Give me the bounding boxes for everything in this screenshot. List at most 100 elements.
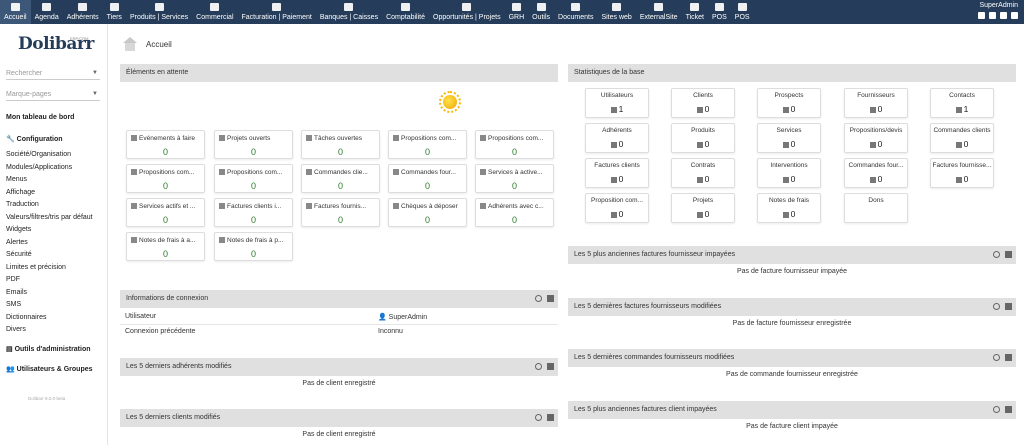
print-icon[interactable] xyxy=(1000,12,1007,19)
close-icon[interactable] xyxy=(1005,406,1012,413)
bookmark-icon[interactable] xyxy=(989,12,996,19)
menu-documents[interactable]: Documents xyxy=(554,0,597,24)
search-select[interactable]: Rechercher ▼ xyxy=(6,67,100,80)
close-icon[interactable] xyxy=(1005,251,1012,258)
stat-box[interactable]: Fournisseurs 0 xyxy=(844,88,908,118)
sidebar-item-traduction[interactable]: Traduction xyxy=(6,201,39,208)
sidebar-item-divers[interactable]: Divers xyxy=(6,326,26,333)
menu-comptabilite[interactable]: Comptabilité xyxy=(382,0,429,24)
stat-box[interactable]: Clients 0 xyxy=(671,88,735,118)
pending-box[interactable]: Propositions com... 0 xyxy=(388,130,467,159)
login-user-value[interactable]: 👤 SuperAdmin xyxy=(378,314,428,321)
menu-agenda[interactable]: Agenda xyxy=(31,0,63,24)
stat-box[interactable]: Interventions 0 xyxy=(757,158,821,188)
stat-box[interactable]: Proposition com... 0 xyxy=(585,193,649,223)
menu-facturation[interactable]: Facturation | Paiement xyxy=(238,0,316,24)
move-icon[interactable] xyxy=(535,363,542,370)
sidebar-item-emails[interactable]: Emails xyxy=(6,288,28,296)
sidebar-item-sms[interactable]: SMS xyxy=(6,301,22,308)
home-icon[interactable] xyxy=(978,12,985,19)
stat-box[interactable]: Produits 0 xyxy=(671,123,735,153)
menu-pos-2[interactable]: POS xyxy=(731,0,754,24)
stat-box[interactable]: Propositions/devis 0 xyxy=(844,123,908,153)
box-label: Tâches ouvertes xyxy=(314,135,363,142)
menu-externalsite[interactable]: ExternalSite xyxy=(636,0,682,24)
stat-box[interactable]: Utilisateurs 1 xyxy=(585,88,649,118)
menu-outils[interactable]: Outils xyxy=(528,0,554,24)
bookmarks-select[interactable]: Marque-pages ▼ xyxy=(6,88,100,101)
user-name[interactable]: SuperAdmin xyxy=(979,2,1018,9)
stat-box[interactable]: Notes de frais 0 xyxy=(757,193,821,223)
move-icon[interactable] xyxy=(993,406,1000,413)
close-icon[interactable] xyxy=(1005,303,1012,310)
close-icon[interactable] xyxy=(1005,354,1012,361)
pending-box[interactable]: Tâches ouvertes 0 xyxy=(301,130,380,159)
move-icon[interactable] xyxy=(535,414,542,421)
sidebar-item-widgets[interactable]: Widgets xyxy=(6,226,32,233)
sidebar-item-pdf[interactable]: PDF xyxy=(6,276,20,283)
stat-box[interactable]: Factures clients 0 xyxy=(585,158,649,188)
configuration-link[interactable]: 🔧 Configuration xyxy=(6,136,63,143)
close-icon[interactable] xyxy=(547,295,554,302)
pending-box[interactable]: Propositions com... 0 xyxy=(126,164,205,193)
stat-box[interactable]: Commandes clients 0 xyxy=(930,123,994,153)
close-icon[interactable] xyxy=(547,363,554,370)
close-icon[interactable] xyxy=(547,414,554,421)
sidebar-item-limites[interactable]: Limites et précision xyxy=(6,263,66,271)
stat-box[interactable]: Adhérents 0 xyxy=(585,123,649,153)
stat-box[interactable]: Projets 0 xyxy=(671,193,735,223)
logo[interactable]: Dolibarr xyxy=(18,34,94,54)
logout-icon[interactable] xyxy=(1011,12,1018,19)
menu-tiers[interactable]: Tiers xyxy=(103,0,126,24)
pending-box[interactable]: Services actifs et ... 0 xyxy=(126,198,205,227)
move-icon[interactable] xyxy=(535,295,542,302)
move-icon[interactable] xyxy=(993,303,1000,310)
pending-box[interactable]: Projets ouverts 0 xyxy=(214,130,293,159)
stat-box[interactable]: Contacts 1 xyxy=(930,88,994,118)
move-icon[interactable] xyxy=(993,251,1000,258)
sidebar-item-alertes[interactable]: Alertes xyxy=(6,238,28,246)
sidebar-item-dictionnaires[interactable]: Dictionnaires xyxy=(6,313,47,321)
menu-accueil[interactable]: Accueil xyxy=(0,0,31,24)
menu-produits[interactable]: Produits | Services xyxy=(126,0,192,24)
menu-adherents[interactable]: Adhérents xyxy=(63,0,103,24)
pending-box[interactable]: Factures fournis... 0 xyxy=(301,198,380,227)
pending-box[interactable]: Notes de frais à p... 0 xyxy=(214,232,293,261)
stat-box[interactable]: Commandes four... 0 xyxy=(844,158,908,188)
my-dashboard-link[interactable]: Mon tableau de bord xyxy=(6,114,75,121)
sidebar-item-affichage[interactable]: Affichage xyxy=(6,188,36,196)
pending-box[interactable]: Adhérents avec c... 0 xyxy=(475,198,554,227)
pending-box[interactable]: Factures clients i... 0 xyxy=(214,198,293,227)
pending-box[interactable]: Événements à faire 0 xyxy=(126,130,205,159)
menu-commercial[interactable]: Commercial xyxy=(192,0,237,24)
menu-banques[interactable]: Banques | Caisses xyxy=(316,0,382,24)
menu-ticket[interactable]: Ticket xyxy=(682,0,708,24)
menu-grh[interactable]: GRH xyxy=(505,0,529,24)
stat-box[interactable]: Dons xyxy=(844,193,908,223)
users-groups-link[interactable]: 👥 Utilisateurs & Groupes xyxy=(6,366,93,373)
user-link[interactable]: SuperAdmin xyxy=(388,314,428,321)
move-icon[interactable] xyxy=(993,354,1000,361)
admin-tools-link[interactable]: ▤ Outils d'administration xyxy=(6,346,91,353)
sidebar-item-securite[interactable]: Sécurité xyxy=(6,251,32,258)
pending-box[interactable]: Propositions com... 0 xyxy=(475,130,554,159)
stat-value: 0 xyxy=(790,139,796,149)
pending-box[interactable]: Commandes clie... 0 xyxy=(301,164,380,193)
sidebar-item-modules[interactable]: Modules/Applications xyxy=(6,163,73,171)
stat-box[interactable]: Factures fournisse... 0 xyxy=(930,158,994,188)
box-label: Propositions com... xyxy=(139,169,195,176)
menu-sites-web[interactable]: Sites web xyxy=(597,0,635,24)
sidebar-item-menus[interactable]: Menus xyxy=(6,176,28,183)
stat-box[interactable]: Contrats 0 xyxy=(671,158,735,188)
sidebar-item-valeurs[interactable]: Valeurs/filtres/tris par défaut xyxy=(6,213,93,221)
pending-box[interactable]: Services à active... 0 xyxy=(475,164,554,193)
pending-box[interactable]: Propositions com... 0 xyxy=(214,164,293,193)
pending-box[interactable]: Chèques à déposer 0 xyxy=(388,198,467,227)
sidebar-item-societe[interactable]: Société/Organisation xyxy=(6,151,71,158)
pending-box[interactable]: Notes de frais à a... 0 xyxy=(126,232,205,261)
stat-box[interactable]: Prospects 0 xyxy=(757,88,821,118)
menu-pos-1[interactable]: POS xyxy=(708,0,731,24)
menu-projets[interactable]: Opportunités | Projets xyxy=(429,0,505,24)
stat-box[interactable]: Services 0 xyxy=(757,123,821,153)
pending-box[interactable]: Commandes four... 0 xyxy=(388,164,467,193)
